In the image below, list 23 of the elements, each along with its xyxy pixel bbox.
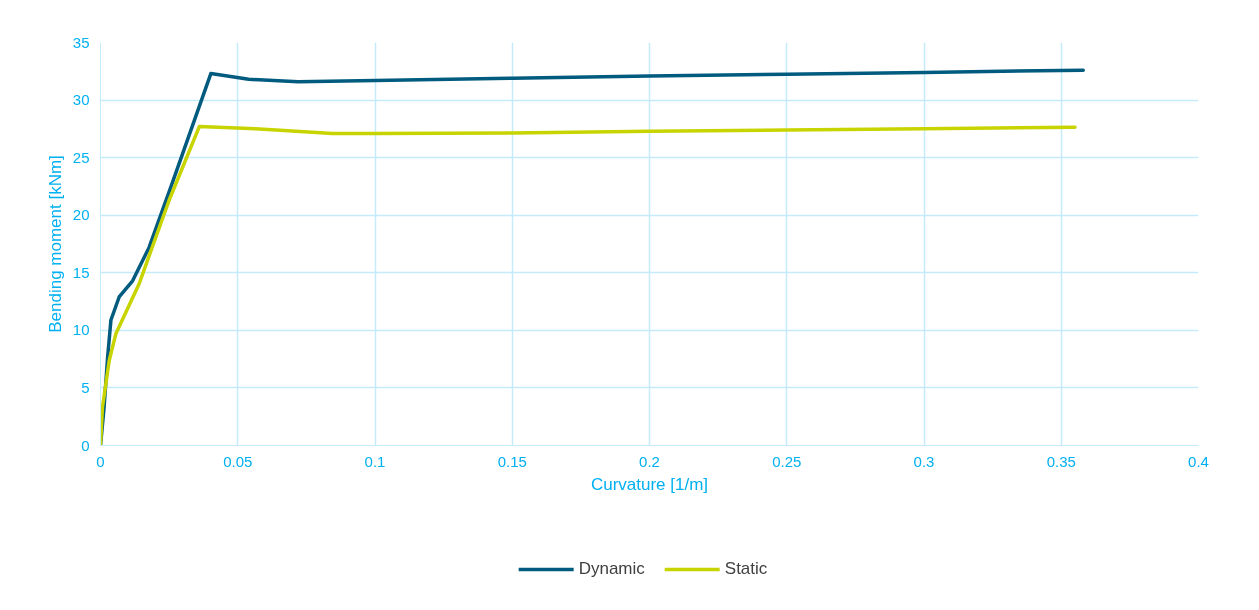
x-tick-label: 0	[96, 452, 105, 470]
x-tick-label: 0.25	[772, 452, 802, 470]
legend-label: Static	[724, 559, 768, 579]
x-tick-label: 0.3	[913, 452, 935, 470]
y-tick-label: 5	[81, 378, 90, 396]
x-tick-label: 0.4	[1188, 452, 1209, 470]
x-tick-label: 0.1	[364, 452, 386, 470]
y-axis-title: Bending moment [kNm]	[45, 155, 65, 333]
y-tick-label: 0	[81, 436, 90, 454]
x-tick-label: 0.35	[1046, 452, 1076, 470]
x-tick-label: 0.05	[223, 452, 253, 470]
line-series	[100, 68, 1085, 446]
x-tick-label: 0.2	[639, 452, 660, 470]
line-series	[100, 124, 1077, 446]
y-tick-label: 30	[72, 91, 90, 109]
y-tick-label: 35	[72, 33, 90, 51]
y-tick-label: 20	[72, 206, 90, 224]
x-tick-label: 0.15	[497, 452, 527, 470]
y-tick-label: 10	[72, 321, 90, 339]
legend-label: Dynamic	[578, 559, 645, 579]
y-tick-label: 15	[72, 263, 90, 281]
y-tick-label: 25	[72, 148, 90, 166]
x-axis-title: Curvature [1/m]	[590, 474, 709, 494]
